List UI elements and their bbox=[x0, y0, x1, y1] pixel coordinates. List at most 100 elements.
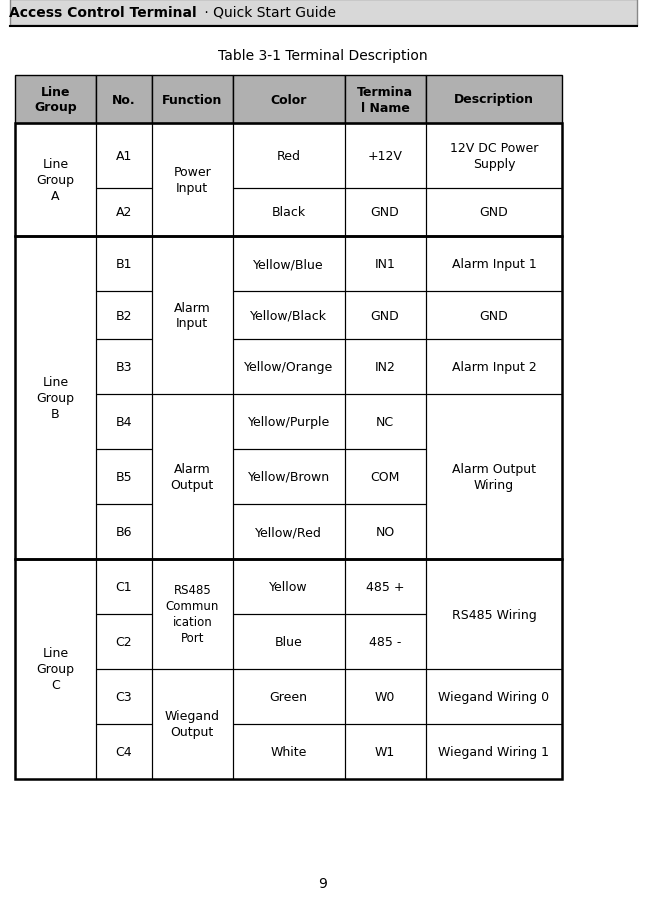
Bar bbox=[233, 395, 345, 450]
Text: COM: COM bbox=[370, 470, 400, 483]
Text: Yellow/Orange: Yellow/Orange bbox=[244, 360, 333, 374]
Text: No.: No. bbox=[112, 93, 136, 107]
Text: IN2: IN2 bbox=[375, 360, 395, 374]
Text: W1: W1 bbox=[375, 745, 395, 759]
Bar bbox=[96, 395, 152, 450]
Text: Yellow/Red: Yellow/Red bbox=[256, 526, 322, 538]
Bar bbox=[96, 559, 152, 614]
Text: A2: A2 bbox=[116, 206, 132, 219]
Text: Green: Green bbox=[270, 690, 308, 703]
Text: 485 +: 485 + bbox=[366, 581, 404, 593]
Bar bbox=[345, 669, 426, 724]
Text: C3: C3 bbox=[116, 690, 132, 703]
Bar bbox=[152, 124, 233, 237]
Text: C2: C2 bbox=[116, 636, 132, 648]
Bar bbox=[233, 340, 345, 395]
Bar bbox=[233, 614, 345, 669]
Text: C4: C4 bbox=[116, 745, 132, 759]
Text: Description: Description bbox=[454, 93, 534, 107]
Text: Alarm Input 1: Alarm Input 1 bbox=[452, 257, 536, 271]
Text: Wiegand Wiring 0: Wiegand Wiring 0 bbox=[439, 690, 549, 703]
Text: +12V: +12V bbox=[367, 150, 402, 163]
Text: GND: GND bbox=[479, 206, 509, 219]
Text: Yellow/Blue: Yellow/Blue bbox=[254, 257, 324, 271]
Text: Alarm Input 2: Alarm Input 2 bbox=[452, 360, 536, 374]
Text: RS485
Commun
ication
Port: RS485 Commun ication Port bbox=[166, 584, 219, 645]
Bar bbox=[426, 559, 562, 669]
Bar bbox=[15, 124, 562, 237]
Text: B1: B1 bbox=[116, 257, 132, 271]
Bar bbox=[152, 76, 233, 124]
Text: Line
Group
A: Line Group A bbox=[36, 158, 74, 203]
Bar bbox=[345, 76, 426, 124]
Bar bbox=[345, 292, 426, 340]
Bar bbox=[426, 724, 562, 779]
Text: Black: Black bbox=[272, 206, 306, 219]
Bar bbox=[96, 669, 152, 724]
Bar bbox=[426, 124, 562, 189]
Bar bbox=[426, 340, 562, 395]
Bar bbox=[426, 76, 562, 124]
Bar bbox=[233, 505, 345, 559]
Bar bbox=[345, 505, 426, 559]
Bar bbox=[233, 124, 345, 189]
Bar bbox=[233, 669, 345, 724]
Text: Table 3-1 Terminal Description: Table 3-1 Terminal Description bbox=[218, 49, 428, 63]
Text: 485 -: 485 - bbox=[369, 636, 401, 648]
Text: White: White bbox=[270, 745, 307, 759]
Text: Red: Red bbox=[277, 150, 301, 163]
Text: · Quick Start Guide: · Quick Start Guide bbox=[200, 6, 336, 20]
Text: Alarm Output
Wiring: Alarm Output Wiring bbox=[452, 462, 536, 491]
Text: Line
Group
B: Line Group B bbox=[36, 376, 74, 421]
Bar bbox=[233, 76, 345, 124]
Text: B4: B4 bbox=[116, 415, 132, 429]
Text: IN1: IN1 bbox=[375, 257, 395, 271]
Bar bbox=[233, 76, 345, 124]
Text: Alarm
Output: Alarm Output bbox=[171, 462, 214, 491]
Bar bbox=[345, 340, 426, 395]
Text: NO: NO bbox=[375, 526, 395, 538]
Text: B6: B6 bbox=[116, 526, 132, 538]
Bar bbox=[233, 559, 345, 614]
Bar bbox=[152, 237, 233, 395]
Text: GND: GND bbox=[371, 309, 399, 322]
Bar bbox=[345, 124, 426, 189]
Text: Wiegand Wiring 1: Wiegand Wiring 1 bbox=[439, 745, 549, 759]
Bar bbox=[10, 0, 637, 26]
Bar bbox=[15, 559, 96, 779]
Text: 9: 9 bbox=[318, 876, 327, 890]
Text: Alarm
Input: Alarm Input bbox=[174, 302, 211, 330]
Text: C1: C1 bbox=[116, 581, 132, 593]
Bar bbox=[96, 614, 152, 669]
Bar bbox=[96, 237, 152, 292]
Text: Yellow/Black: Yellow/Black bbox=[250, 309, 327, 322]
Text: Yellow: Yellow bbox=[269, 581, 308, 593]
Text: Color: Color bbox=[270, 93, 307, 107]
Bar bbox=[345, 559, 426, 614]
Bar bbox=[15, 237, 96, 559]
Bar bbox=[15, 559, 562, 779]
Bar bbox=[233, 292, 345, 340]
Bar bbox=[345, 395, 426, 450]
Text: W0: W0 bbox=[375, 690, 395, 703]
Bar bbox=[152, 395, 233, 559]
Text: Line
Group: Line Group bbox=[34, 86, 77, 115]
Bar bbox=[426, 669, 562, 724]
Text: Yellow/Purple: Yellow/Purple bbox=[248, 415, 330, 429]
Bar bbox=[15, 124, 96, 237]
Bar bbox=[345, 724, 426, 779]
Bar bbox=[345, 614, 426, 669]
Text: B3: B3 bbox=[116, 360, 132, 374]
Text: NC: NC bbox=[376, 415, 394, 429]
Bar bbox=[233, 237, 345, 292]
Text: Termina
l Name: Termina l Name bbox=[357, 86, 413, 115]
Bar bbox=[96, 124, 152, 189]
Bar bbox=[345, 450, 426, 505]
Bar bbox=[426, 292, 562, 340]
Text: A1: A1 bbox=[116, 150, 132, 163]
Text: Wiegand
Output: Wiegand Output bbox=[165, 710, 220, 739]
Bar bbox=[96, 505, 152, 559]
Bar bbox=[426, 237, 562, 292]
Bar bbox=[15, 76, 96, 124]
Text: 12V DC Power
Supply: 12V DC Power Supply bbox=[450, 142, 538, 171]
